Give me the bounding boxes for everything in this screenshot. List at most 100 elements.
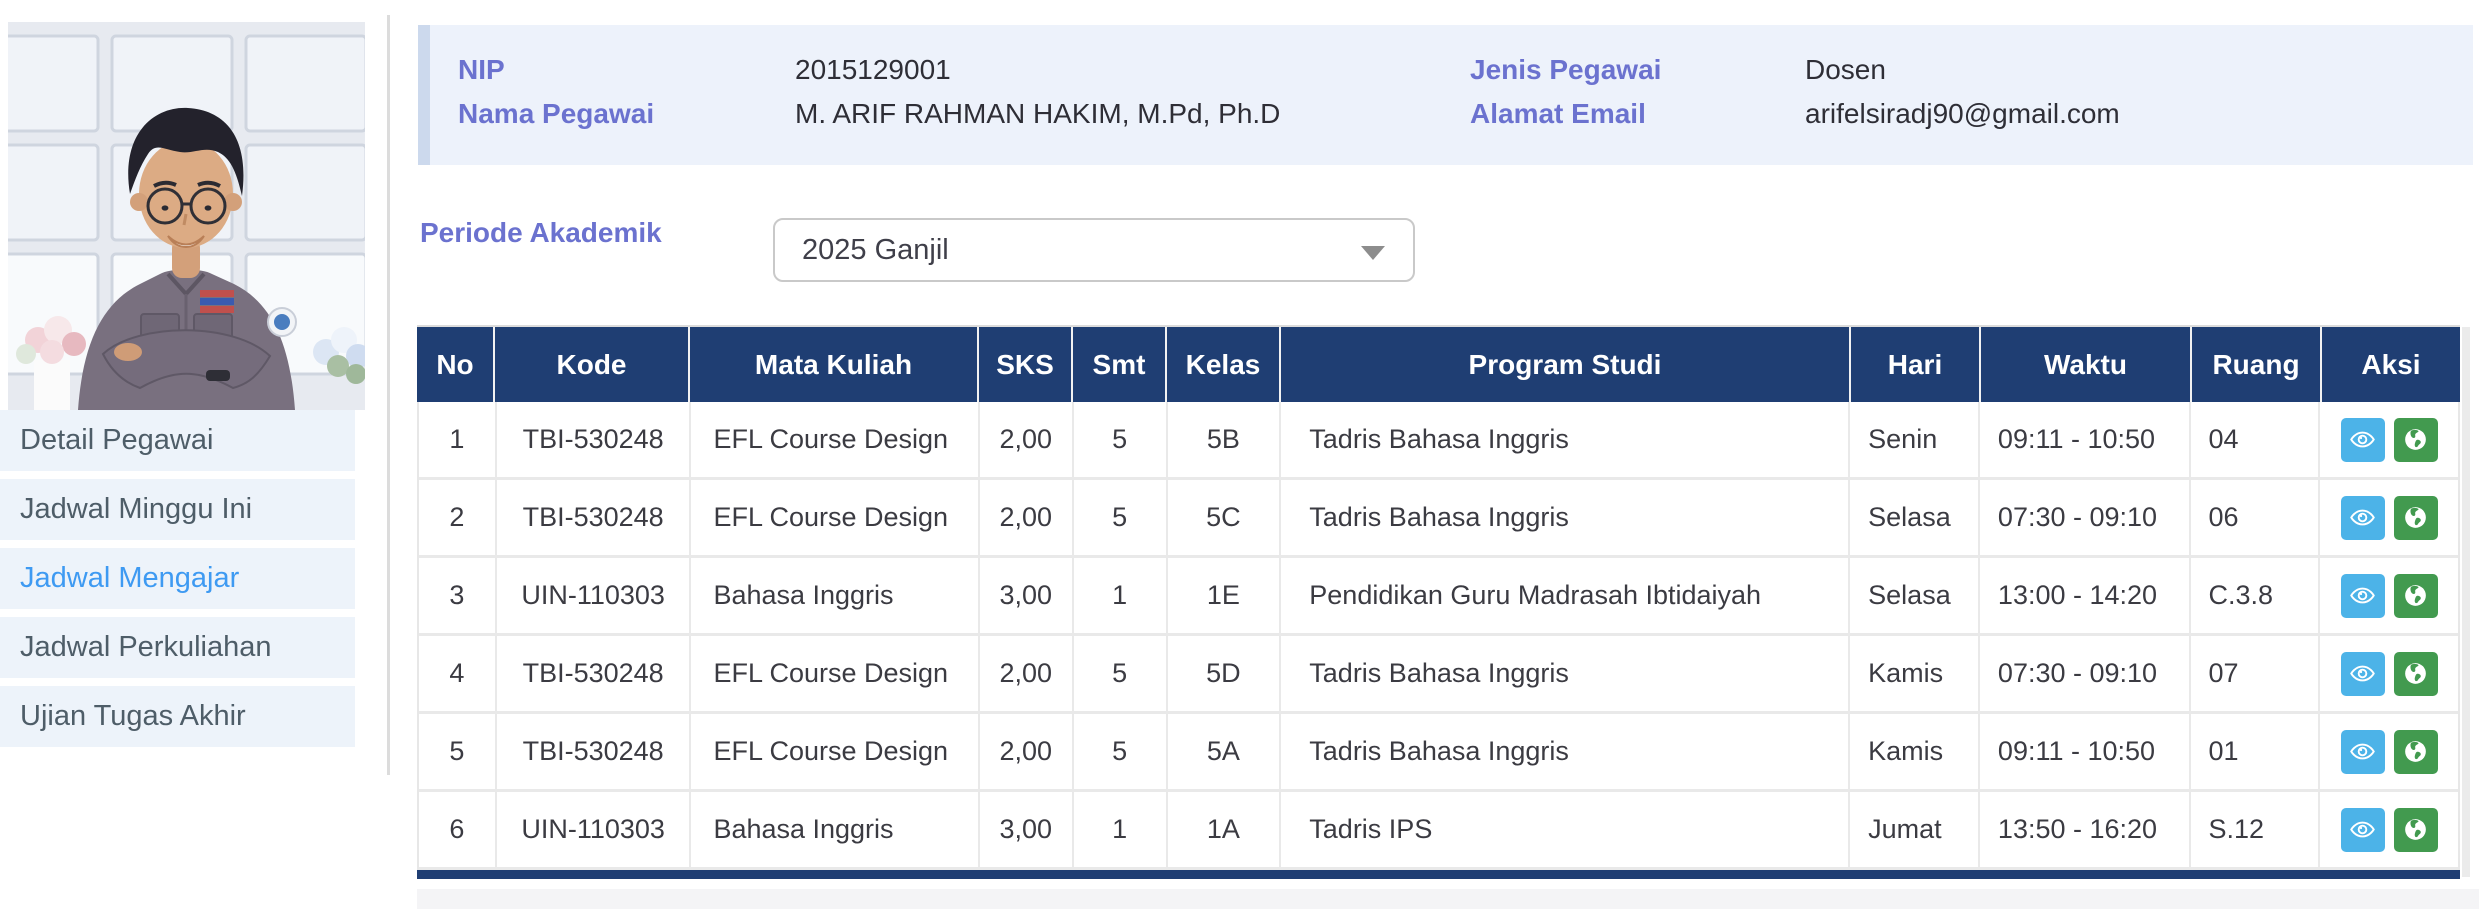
view-button[interactable] (2340, 651, 2385, 696)
col-header-hari: Hari (1851, 327, 1981, 402)
sidebar-item-detail-pegawai[interactable]: Detail Pegawai (0, 410, 355, 471)
col-header-no: No (417, 327, 495, 402)
sidebar-item-label: Ujian Tugas Akhir (20, 700, 246, 732)
nama-pegawai-label: Nama Pegawai (458, 98, 655, 129)
view-button[interactable] (2340, 729, 2385, 774)
cell-sks: 2,00 (980, 636, 1074, 711)
cell-kode: TBI-530248 (497, 714, 692, 789)
sidebar-menu: Detail Pegawai Jadwal Minggu Ini Jadwal … (0, 410, 355, 755)
location-button[interactable] (2393, 729, 2438, 774)
periode-akademik-selected-value: 2025 Ganjil (802, 233, 949, 266)
next-section-strip (417, 889, 2479, 909)
location-button[interactable] (2393, 807, 2438, 852)
cell-smt: 1 (1074, 558, 1168, 633)
table-scrollbar-track[interactable] (2462, 327, 2470, 877)
location-button[interactable] (2393, 417, 2438, 462)
location-button[interactable] (2393, 573, 2438, 618)
cell-hari: Selasa (1850, 558, 1980, 633)
cell-hari: Kamis (1850, 636, 1980, 711)
col-header-kelas: Kelas (1167, 327, 1281, 402)
alamat-email-value: arifelsiradj90@gmail.com (1805, 98, 2120, 129)
cell-ruang: 06 (2191, 480, 2321, 555)
periode-akademik-select[interactable]: 2025 Ganjil (773, 218, 1415, 282)
cell-program-studi: Tadris Bahasa Inggris (1281, 402, 1851, 477)
cell-kelas: 5A (1168, 714, 1282, 789)
cell-waktu: 07:30 - 09:10 (1980, 636, 2191, 711)
cell-kode: TBI-530248 (497, 480, 692, 555)
cell-aksi (2320, 714, 2458, 789)
cell-smt: 5 (1074, 636, 1168, 711)
eye-icon (2350, 431, 2376, 448)
sidebar-divider (387, 15, 390, 775)
teaching-schedule-table: No Kode Mata Kuliah SKS Smt Kelas Progra… (417, 325, 2460, 879)
cell-kode: UIN-110303 (497, 792, 692, 867)
sidebar-item-jadwal-mengajar[interactable]: Jadwal Mengajar (0, 548, 355, 609)
col-header-aksi: Aksi (2361, 348, 2421, 380)
cell-sks: 3,00 (980, 558, 1074, 633)
eye-icon (2350, 587, 2376, 604)
cell-no: 1 (419, 402, 497, 477)
cell-hari: Jumat (1850, 792, 1980, 867)
cell-hari: Kamis (1850, 714, 1980, 789)
col-header-program-studi: Program Studi (1281, 327, 1851, 402)
col-header-mata-kuliah: Mata Kuliah (690, 327, 979, 402)
view-button[interactable] (2340, 495, 2385, 540)
cell-kelas: 5D (1168, 636, 1282, 711)
table-row: 4 TBI-530248 EFL Course Design 2,00 5 5D… (419, 636, 2458, 714)
cell-kelas: 5B (1168, 402, 1282, 477)
cell-mata-kuliah: EFL Course Design (691, 636, 980, 711)
sidebar-item-label: Jadwal Perkuliahan (20, 631, 272, 663)
cell-smt: 1 (1074, 792, 1168, 867)
cell-no: 3 (419, 558, 497, 633)
cell-aksi (2320, 480, 2458, 555)
sidebar-item-label: Jadwal Mengajar (20, 562, 240, 594)
sidebar-item-ujian-tugas-akhir[interactable]: Ujian Tugas Akhir (0, 686, 355, 747)
nama-pegawai-value: M. ARIF RAHMAN HAKIM, M.Pd, Ph.D (795, 98, 1281, 129)
cell-no: 5 (419, 714, 497, 789)
table-row: 5 TBI-530248 EFL Course Design 2,00 5 5A… (419, 714, 2458, 792)
globe-icon (2405, 429, 2427, 450)
globe-icon (2405, 819, 2427, 840)
sidebar-item-jadwal-minggu-ini[interactable]: Jadwal Minggu Ini (0, 479, 355, 540)
cell-no: 4 (419, 636, 497, 711)
table-row: 1 TBI-530248 EFL Course Design 2,00 5 5B… (419, 402, 2458, 480)
col-header-kode: Kode (495, 327, 690, 402)
employee-info-panel: NIP 2015129001 Nama Pegawai M. ARIF RAHM… (418, 25, 2473, 165)
sidebar-item-label: Jadwal Minggu Ini (20, 493, 253, 525)
periode-akademik-label: Periode Akademik (420, 217, 662, 248)
view-button[interactable] (2340, 573, 2385, 618)
nip-label: NIP (458, 54, 505, 85)
eye-icon (2350, 665, 2376, 682)
cell-ruang: C.3.8 (2191, 558, 2321, 633)
col-header-smt: Smt (1073, 327, 1167, 402)
employee-photo-illustration (0, 22, 370, 410)
cell-smt: 5 (1074, 480, 1168, 555)
sidebar-item-jadwal-perkuliahan[interactable]: Jadwal Perkuliahan (0, 617, 355, 678)
table-row: 6 UIN-110303 Bahasa Inggris 3,00 1 1A Ta… (419, 792, 2458, 870)
cell-program-studi: Pendidikan Guru Madrasah Ibtidaiyah (1281, 558, 1851, 633)
globe-icon (2405, 507, 2427, 528)
cell-program-studi: Tadris Bahasa Inggris (1281, 636, 1851, 711)
table-bottom-bar (417, 870, 2460, 879)
cell-ruang: 07 (2191, 636, 2321, 711)
cell-waktu: 13:00 - 14:20 (1980, 558, 2191, 633)
globe-icon (2405, 663, 2427, 684)
cell-kode: TBI-530248 (497, 402, 692, 477)
cell-mata-kuliah: Bahasa Inggris (691, 792, 980, 867)
location-button[interactable] (2393, 651, 2438, 696)
cell-waktu: 09:11 - 10:50 (1980, 714, 2191, 789)
cell-no: 6 (419, 792, 497, 867)
view-button[interactable] (2340, 807, 2385, 852)
view-button[interactable] (2340, 417, 2385, 462)
col-header-ruang: Ruang (2192, 327, 2322, 402)
location-button[interactable] (2393, 495, 2438, 540)
cell-smt: 5 (1074, 402, 1168, 477)
cell-no: 2 (419, 480, 497, 555)
cell-kelas: 5C (1168, 480, 1282, 555)
employee-photo (0, 22, 370, 410)
cell-ruang: 04 (2191, 402, 2321, 477)
cell-waktu: 09:11 - 10:50 (1980, 402, 2191, 477)
cell-waktu: 13:50 - 16:20 (1980, 792, 2191, 867)
cell-mata-kuliah: EFL Course Design (691, 402, 980, 477)
chevron-down-icon (1361, 246, 1385, 260)
